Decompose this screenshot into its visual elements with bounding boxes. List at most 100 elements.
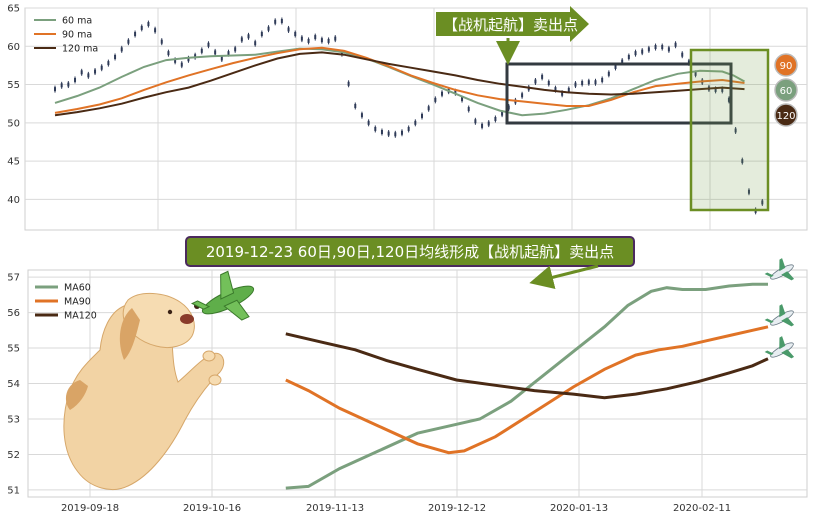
- price-bar-body: [667, 47, 670, 52]
- price-bar-body: [194, 54, 197, 59]
- price-bar-body: [687, 60, 690, 65]
- price-bar-body: [327, 38, 330, 43]
- price-bar-body: [67, 82, 70, 87]
- top-y-tick-label: 50: [7, 118, 20, 129]
- price-bar-body: [414, 120, 417, 125]
- price-bar-body: [267, 26, 270, 31]
- price-bar-body: [160, 39, 163, 44]
- price-bar-body: [260, 32, 263, 37]
- price-bar-body: [661, 45, 664, 50]
- puppy-head: [122, 293, 195, 349]
- price-bar-body: [601, 77, 604, 82]
- price-bar-body: [521, 93, 524, 98]
- price-bar-body: [360, 113, 363, 118]
- top-legend-label: 60 ma: [62, 16, 92, 27]
- price-bar-body: [147, 22, 150, 27]
- price-bar-body: [247, 34, 250, 39]
- price-bar-body: [220, 56, 223, 61]
- price-bar-body: [307, 38, 310, 43]
- price-bar-body: [474, 119, 477, 124]
- bottom-legend-label: MA90: [64, 297, 91, 308]
- price-bar-body: [54, 87, 56, 92]
- price-bar-body: [380, 130, 383, 135]
- price-bar-body: [140, 25, 143, 30]
- top-y-tick-label: 55: [7, 80, 20, 91]
- top-y-tick-label: 45: [7, 157, 20, 168]
- price-bar-body: [574, 82, 577, 87]
- price-bar-body: [334, 36, 337, 41]
- price-bar-body: [507, 105, 510, 110]
- ma-badge: [774, 103, 798, 127]
- price-bar-body: [207, 42, 210, 47]
- top-legend-label: 120 ma: [62, 44, 98, 55]
- top-panel: 40 45 50 55 60 65 60 ma 90 ma 120 ma 【战机起航】卖出点 90 6…: [7, 4, 808, 231]
- price-bar-body: [407, 126, 410, 131]
- top-series-line-1: [54, 46, 745, 114]
- price-bar-body: [274, 19, 277, 24]
- bottom-y-tick-label: 53: [7, 414, 20, 425]
- ma-badge-label: 90: [780, 61, 793, 72]
- ma-badge-label: 120: [776, 111, 795, 122]
- price-bar-body: [594, 80, 597, 85]
- price-bar-body: [280, 19, 283, 24]
- price-bar-body: [561, 91, 564, 96]
- puppy-body: [63, 303, 225, 490]
- price-bar-body: [714, 87, 717, 92]
- price-bar-body: [387, 131, 390, 136]
- price-bar-body: [287, 27, 290, 32]
- price-bar-body: [120, 47, 123, 52]
- price-bar-body: [234, 47, 237, 52]
- bottom-x-tick-label: 2019-12-12: [428, 503, 486, 514]
- price-bar-body: [227, 51, 230, 56]
- price-bar-body: [761, 200, 764, 205]
- toy-plane-tail: [190, 300, 211, 310]
- bottom-y-tick-label: 56: [7, 308, 20, 319]
- toy-plane-wing: [220, 270, 235, 300]
- price-bar-body: [554, 87, 557, 92]
- price-bar-body: [87, 73, 90, 78]
- puppy-tail: [65, 380, 88, 410]
- price-bar-body: [94, 69, 97, 74]
- price-bar-body: [581, 81, 584, 86]
- event-pointer-arrow: [529, 264, 599, 290]
- bottom-legend-label: MA60: [64, 283, 91, 294]
- plane-icon-wing: [779, 258, 786, 272]
- top-y-tick-label: 60: [7, 42, 20, 53]
- plane-icon-wing: [781, 271, 795, 281]
- ma-badge-label: 60: [780, 86, 793, 97]
- price-bar-body: [254, 41, 257, 46]
- puppy-mouth: [180, 314, 194, 324]
- plane-icon-tail: [764, 318, 774, 324]
- price-bar-body: [481, 123, 484, 128]
- puppy-paw: [202, 350, 216, 362]
- puppy-eye: [167, 309, 173, 315]
- ma-badge: [774, 53, 798, 77]
- price-bar-body: [454, 90, 457, 95]
- top-y-tick-label: 40: [7, 195, 20, 206]
- bottom-y-tick-label: 54: [7, 379, 20, 390]
- price-bar-body: [80, 70, 83, 75]
- price-bar-body: [607, 71, 610, 76]
- decor-layer: [63, 258, 795, 490]
- plane-icon-tail: [764, 272, 774, 278]
- price-bar-body: [427, 106, 430, 111]
- price-bar-body: [187, 57, 190, 62]
- bottom-y-tick-label: 52: [7, 450, 20, 461]
- plane-icon: [764, 258, 795, 281]
- price-bar-body: [647, 47, 650, 52]
- plane-icon-wing: [781, 317, 795, 327]
- ma-badge: [774, 78, 798, 102]
- price-bar-body: [674, 42, 677, 47]
- top-legend-label: 90 ma: [62, 30, 92, 41]
- price-bar-body: [240, 37, 243, 42]
- bottom-legend-label: MA120: [64, 311, 97, 322]
- price-bar-body: [347, 81, 350, 86]
- price-bar-body: [180, 62, 183, 67]
- bottom-y-tick-label: 55: [7, 344, 20, 355]
- puppy-illustration: [63, 293, 225, 490]
- bottom-x-tick-label: 2020-02-11: [673, 503, 731, 514]
- price-bar-body: [374, 126, 377, 131]
- price-bar-body: [354, 103, 357, 108]
- price-bar-body: [694, 71, 697, 76]
